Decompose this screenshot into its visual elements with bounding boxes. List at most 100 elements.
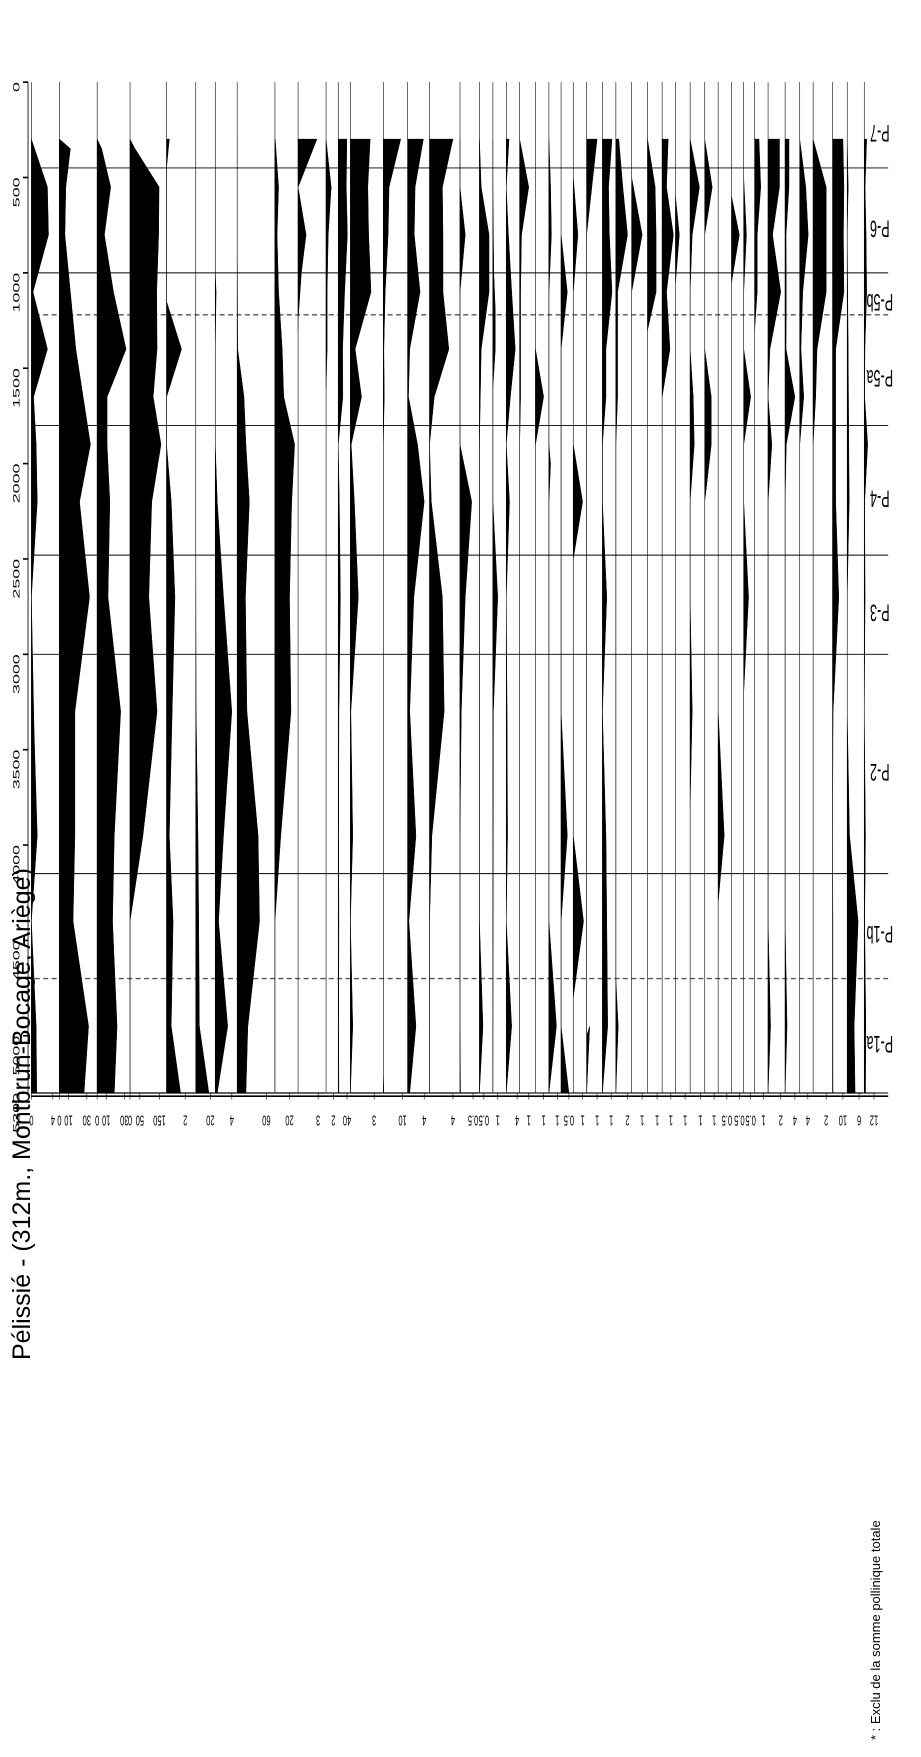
- taxon-label: Plantago: [713, 0, 762, 3]
- taxon-curve: [215, 139, 233, 1094]
- taxon-scale-label: 6: [857, 1112, 861, 1128]
- taxon-scale-label: 1: [496, 1112, 500, 1128]
- taxon-scale-label: 0: [29, 1112, 33, 1128]
- taxon-scale-label: 1: [698, 1112, 702, 1128]
- taxon-scale-label: 4: [229, 1112, 234, 1128]
- taxon-curve: [325, 139, 332, 388]
- taxon-panel: 1Knautia: [538, 0, 586, 1128]
- zone-label: P-1a: [866, 1030, 893, 1058]
- taxon-label: Polypodium: [779, 0, 842, 3]
- taxon-scale-label: 10: [839, 1112, 847, 1128]
- taxon-panel: 20 Fagus: [251, 0, 297, 1128]
- taxon-curve: [864, 138, 868, 1094]
- taxon-scale-label: 1: [640, 1112, 644, 1128]
- footnote: * : Exclu de la somme pollinique totale: [868, 1520, 883, 1740]
- age-tick-label: 2500: [12, 559, 22, 599]
- taxon-label: Fagus: [251, 0, 288, 3]
- taxon-curve: [743, 177, 751, 693]
- taxon-scale-label: 1: [655, 1112, 659, 1128]
- taxon-scale-label: 1: [595, 1112, 599, 1128]
- taxon-curve: [492, 139, 498, 1094]
- age-tick-label: 3500: [12, 750, 22, 790]
- taxon-curve: [799, 139, 809, 445]
- taxon-scale-label: 1: [712, 1112, 716, 1128]
- taxon-scale-label: 10: [102, 1112, 110, 1128]
- taxon-panel: 010 30 Corylus: [71, 0, 129, 1128]
- taxon-panel: 1Rumex acetosa -type: [606, 0, 717, 1128]
- taxon-scale-label: 60: [262, 1112, 270, 1128]
- taxon-label: Juglans: [289, 0, 333, 3]
- taxon-panel: 3 Castanea: [260, 0, 325, 1128]
- taxon-panel: 0.5Apiaceae: [436, 0, 492, 1128]
- taxon-scale-label: 4: [792, 1112, 797, 1128]
- taxon-curve: [767, 138, 781, 1094]
- taxon-scale-label: 20: [285, 1112, 293, 1128]
- taxon-curve: [383, 138, 401, 1094]
- taxon-curve: [731, 196, 740, 283]
- taxon-curve: [832, 138, 845, 1094]
- taxon-panel: 2 Juglans: [289, 0, 338, 1128]
- footnote-group: * : Exclu de la somme pollinique totale: [868, 1520, 883, 1740]
- taxon-curve: [675, 196, 680, 283]
- taxon-curve: [166, 138, 182, 1094]
- taxon-scale-label: 10: [64, 1112, 72, 1128]
- taxon-panel: 1 Cirsium-type: [574, 0, 647, 1128]
- taxon-scale-label: 0.5: [722, 1112, 733, 1128]
- age-tick-label: 4500: [12, 940, 22, 980]
- taxon-curve: [519, 139, 529, 1094]
- taxon-scale-label: 0: [95, 1112, 99, 1128]
- taxon-scale-label: 0.5: [479, 1112, 490, 1128]
- taxon-panel: 20 Tilia: [180, 0, 215, 1128]
- taxon-curve: [297, 138, 318, 331]
- zone-label: P-6: [870, 214, 890, 242]
- taxon-curve: [31, 137, 49, 1094]
- taxon-scale-label: 2: [824, 1112, 828, 1128]
- taxon-panel: 2 Ulmus: [145, 0, 195, 1128]
- age-tick-label: 4000: [12, 845, 22, 885]
- taxon-panel: 1 Artemisia: [618, 0, 675, 1128]
- taxon-scale-label: 0.5: [564, 1112, 575, 1128]
- age-tick-label: 5000: [12, 1036, 22, 1076]
- zone-column: P-7 P-6 P-5b P-5a P-4 P-3 P-2 P-1b P-1a: [31, 119, 893, 1098]
- taxon-curve: [96, 138, 127, 1094]
- taxon-curve: [407, 138, 425, 1094]
- title-group: Pélissié - (312m., Montbrun-Bocage, Ariè…: [8, 868, 36, 1360]
- taxon-scale-label: 20: [206, 1112, 214, 1128]
- taxon-scale-label: 1: [609, 1112, 613, 1128]
- taxon-curve: [195, 139, 210, 1094]
- taxon-panel: 1 Fabaceae: [474, 0, 535, 1128]
- taxon-panel: 4 Fraxinus: [179, 0, 236, 1128]
- age-tick-label: 1500: [12, 368, 22, 408]
- zone-label: P-1b: [866, 920, 893, 948]
- taxon-panel: 12: [863, 82, 878, 1128]
- taxon-scale-label: 12: [870, 1112, 878, 1128]
- taxon-scale-label: 40: [343, 1112, 351, 1128]
- taxon-label: Ranunculaceae: [339, 0, 420, 3]
- taxon-label: Ulmus: [145, 0, 183, 3]
- chart-title: Pélissié - (312m., Montbrun-Bocage, Ariè…: [8, 868, 36, 1360]
- taxon-curve: [602, 138, 613, 1094]
- taxon-curve: [560, 234, 570, 1094]
- taxon-scale-label: 0.5: [734, 1112, 745, 1128]
- taxon-scale-label: 50: [136, 1112, 144, 1128]
- taxon-label: Corylus: [71, 0, 114, 3]
- taxon-panel: 1 C. cyanus: [630, 0, 689, 1128]
- age-tick-label: 1000: [12, 273, 22, 313]
- zone-label: P-5a: [866, 364, 893, 392]
- taxon-curve: [548, 139, 557, 1094]
- taxon-scale-label: 4: [422, 1112, 427, 1128]
- taxon-label: Ericaceae: [556, 0, 610, 3]
- zone-label: P-4: [870, 484, 890, 512]
- taxon-curve: [479, 139, 490, 1094]
- taxon-label: Cirsium-type: [574, 0, 641, 3]
- taxon-curve: [689, 139, 700, 807]
- taxon-scale-label: 4: [805, 1112, 810, 1128]
- taxon-curve: [350, 138, 372, 1094]
- taxon-scale-label: 30: [83, 1112, 91, 1128]
- taxon-scale-label: 0.5: [745, 1112, 756, 1128]
- taxon-panel: 1 Rubiaceae: [443, 0, 506, 1128]
- zone-label: P-2: [870, 758, 890, 786]
- taxon-scale-label: 4: [515, 1112, 520, 1128]
- taxon-curve: [704, 139, 713, 502]
